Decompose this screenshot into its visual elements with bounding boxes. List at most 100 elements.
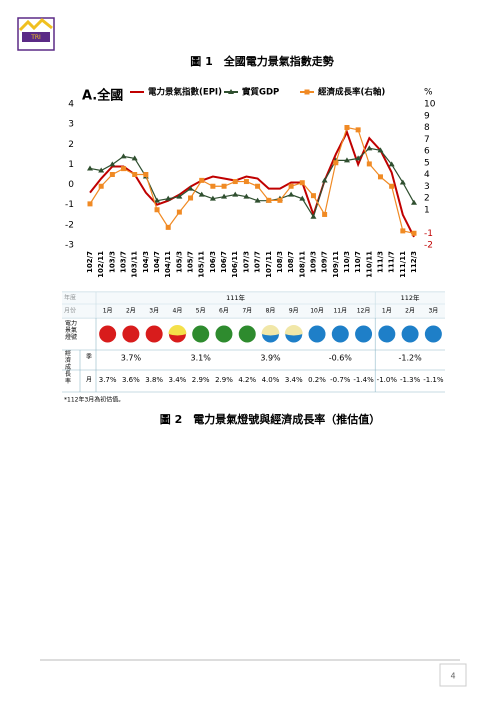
month: 1月 [382, 308, 392, 315]
marker [198, 191, 205, 197]
marker [344, 125, 350, 130]
quarter-header: 季 [86, 353, 92, 361]
x-tick-label: 111/11 [399, 251, 407, 278]
y2-tick-label: 4 [424, 170, 430, 180]
marker [199, 177, 205, 183]
month: 10月 [310, 308, 324, 315]
x-tick-label: 108/3 [276, 251, 284, 273]
marker [355, 127, 361, 133]
signal-light [168, 325, 187, 336]
legend-swatch [304, 89, 310, 95]
x-tick-label: 103/3 [108, 251, 116, 273]
signal-light [423, 324, 443, 344]
marker [154, 197, 161, 203]
y2-tick-label: 7 [424, 135, 430, 145]
marker [388, 161, 395, 167]
marker [154, 207, 160, 213]
signal-light [330, 324, 350, 344]
x-tick-label: 108/7 [287, 251, 295, 273]
y-tick-label: 3 [68, 120, 74, 130]
y2-tick-label: -2 [424, 241, 433, 251]
y2-tick-label: 2 [424, 194, 430, 204]
month: 11月 [333, 308, 347, 315]
month-row-header: 月 [86, 377, 92, 384]
marker [187, 185, 194, 191]
svg-text:TRI: TRI [30, 34, 41, 41]
marker [310, 193, 316, 199]
year: 112年 [401, 293, 420, 302]
x-tick-label: 111/7 [388, 251, 396, 273]
signal-light [354, 324, 374, 344]
x-tick-label: 104/7 [153, 251, 161, 273]
x-tick-label: 105/7 [187, 251, 195, 273]
marker [322, 211, 328, 217]
x-tick-label: 102/11 [97, 251, 105, 278]
marker [377, 147, 384, 153]
marker [98, 167, 105, 173]
y-tick-label: 1 [68, 160, 74, 170]
marker [132, 172, 138, 177]
quarterly-growth: -0.6% [329, 354, 353, 363]
y-tick-label: -3 [65, 241, 74, 251]
marker [310, 213, 317, 219]
quarterly-growth: 3.1% [191, 354, 212, 363]
marker [399, 179, 406, 185]
monthly-growth: -0.7% [330, 376, 351, 384]
month: 4月 [173, 308, 183, 315]
marker [109, 172, 115, 177]
y2-tick-label: 1 [424, 205, 430, 215]
monthly-growth: 4.2% [238, 376, 256, 384]
signal-light [144, 324, 164, 344]
legend-label: 經濟成長率(右軸) [318, 87, 385, 98]
x-tick-label: 107/11 [265, 251, 273, 278]
signal-light [307, 324, 327, 344]
monthly-growth: 3.6% [122, 376, 140, 384]
marker [210, 183, 216, 189]
x-tick-label: 112/3 [410, 251, 418, 273]
month: 7月 [242, 308, 252, 315]
monthly-growth: 2.9% [192, 376, 210, 384]
monthly-growth: 3.8% [145, 376, 163, 384]
month: 12月 [357, 308, 371, 315]
page-number: 4 [450, 672, 455, 681]
signal-light [121, 324, 141, 344]
month: 2月 [405, 308, 415, 315]
x-tick-label: 104/11 [164, 251, 172, 278]
x-tick-label: 110/7 [354, 251, 362, 273]
quarterly-growth: -1.2% [398, 354, 422, 363]
quarterly-growth: 3.7% [121, 354, 142, 363]
signal-light [284, 325, 303, 336]
marker [98, 183, 104, 189]
marker [243, 179, 249, 185]
month: 2月 [126, 308, 136, 315]
x-tick-label: 111/3 [376, 251, 384, 273]
month: 8月 [266, 308, 276, 315]
x-tick-label: 103/11 [131, 251, 139, 278]
marker [165, 195, 172, 201]
marker [343, 157, 350, 163]
month: 9月 [289, 308, 299, 315]
x-tick-label: 107/3 [242, 251, 250, 273]
signal-light [98, 324, 118, 344]
quarterly-growth: 3.9% [260, 354, 281, 363]
marker [243, 193, 250, 199]
x-tick-label: 109/3 [309, 251, 317, 273]
marker [411, 230, 417, 236]
marker [288, 191, 295, 197]
marker [176, 209, 182, 215]
marker [254, 197, 261, 203]
marker [255, 183, 261, 189]
month: 3月 [428, 308, 438, 315]
x-tick-label: 106/7 [220, 251, 228, 273]
x-tick-label: 110/3 [343, 251, 351, 273]
y2-tick-label: 10 [424, 100, 436, 110]
marker [355, 155, 362, 161]
signal-light [377, 324, 397, 344]
monthly-growth: -1.3% [400, 376, 421, 384]
marker [87, 165, 93, 171]
x-tick-label: 105/11 [198, 251, 206, 278]
year: 111年 [226, 293, 245, 302]
chart-title: A.全國 [82, 88, 123, 104]
marker [389, 183, 395, 189]
